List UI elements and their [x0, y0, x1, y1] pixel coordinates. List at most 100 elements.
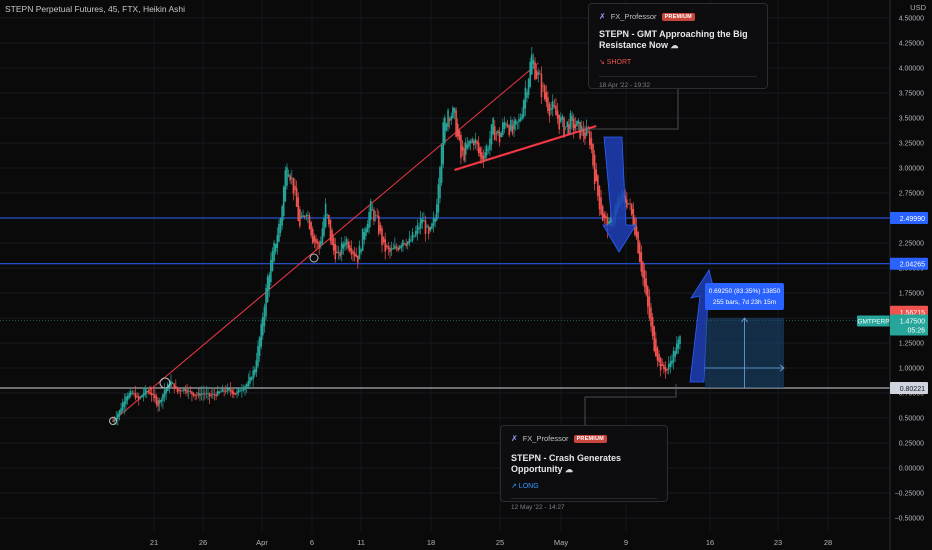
candle	[339, 249, 341, 260]
candle	[518, 113, 520, 130]
candle-body	[331, 230, 333, 246]
candle-body	[295, 187, 298, 207]
candle-body	[590, 138, 593, 150]
candle	[366, 220, 369, 233]
candle-body	[658, 353, 660, 362]
candle-body	[279, 218, 282, 233]
candle-body	[360, 249, 362, 253]
candle	[415, 225, 417, 238]
price-level-tag: 2.04265	[890, 257, 928, 270]
candle-body	[563, 117, 565, 137]
candle-body	[576, 120, 578, 127]
candle	[263, 303, 266, 333]
candle-body	[555, 105, 557, 116]
candle-body	[368, 212, 370, 229]
y-tick-label: 3.25000	[899, 141, 924, 148]
candle	[423, 212, 425, 222]
candle	[608, 217, 610, 225]
candle-body	[189, 391, 192, 392]
candle-body	[344, 242, 346, 247]
candle-body	[175, 386, 177, 388]
touch-point-marker	[309, 253, 319, 263]
candle-body	[300, 216, 303, 218]
candle	[455, 107, 457, 138]
candle-body	[469, 141, 472, 144]
candle-body	[260, 324, 262, 347]
author-logo-icon: ✗	[511, 434, 518, 443]
candle	[360, 248, 362, 255]
candle-body	[474, 138, 477, 143]
candle	[522, 98, 525, 120]
idea-card-short[interactable]: ✗ FX_Professor PREMIUM STEPN - GMT Appro…	[588, 3, 768, 89]
candle-body	[674, 351, 676, 357]
candle-body	[485, 145, 488, 156]
candle-body	[473, 140, 475, 146]
candle	[345, 236, 348, 250]
candle-body	[394, 245, 396, 249]
candle-body	[679, 336, 681, 345]
candle	[192, 392, 195, 398]
candle	[121, 398, 124, 413]
candle-body	[448, 118, 451, 122]
candle	[147, 387, 150, 395]
candle	[434, 214, 436, 228]
price-level-tag: 2.49990	[890, 212, 928, 225]
candle	[529, 57, 531, 89]
candle	[411, 228, 414, 243]
candle-body	[266, 276, 269, 303]
candle-body	[286, 167, 288, 186]
candle	[146, 387, 148, 398]
candle	[337, 245, 340, 260]
candle-body	[323, 218, 325, 236]
candle	[527, 77, 530, 99]
candle	[638, 240, 641, 263]
candle	[137, 392, 140, 406]
candle-body	[332, 237, 335, 251]
candle-body	[229, 389, 232, 392]
idea-card-long[interactable]: ✗ FX_Professor PREMIUM STEPN - Crash Gen…	[500, 425, 668, 511]
candle	[118, 409, 121, 421]
candle-body	[155, 396, 158, 405]
candle	[400, 242, 403, 252]
idea-timestamp: 18 Apr '22 - 19:32	[599, 76, 757, 89]
candle	[508, 123, 511, 138]
candle-body	[263, 306, 266, 327]
candle	[229, 381, 232, 396]
touch-point-marker	[109, 417, 117, 425]
candle	[292, 177, 295, 201]
candle-body	[431, 223, 433, 229]
candle	[482, 149, 485, 168]
candle	[344, 236, 346, 251]
candle-body	[416, 225, 419, 234]
candle	[598, 185, 601, 216]
candle-body	[147, 391, 150, 393]
candle	[548, 101, 551, 123]
candle	[311, 226, 314, 245]
x-tick-label: 6	[310, 538, 314, 547]
candle	[674, 347, 676, 362]
candle	[300, 211, 303, 219]
candle	[553, 99, 556, 109]
candle-body	[377, 215, 380, 234]
candle-body	[539, 73, 541, 75]
candle-body	[178, 389, 180, 392]
candle	[126, 392, 129, 405]
measure-tooltip	[705, 283, 784, 310]
candle	[329, 219, 332, 245]
candle-body	[236, 391, 238, 394]
candle	[542, 82, 544, 93]
candle	[163, 383, 166, 403]
candle-body	[204, 393, 206, 395]
candle-body	[210, 394, 213, 396]
candle-body	[511, 125, 514, 134]
currency-label: USD	[910, 3, 926, 12]
candle	[266, 273, 269, 303]
candle	[303, 215, 306, 220]
candle	[350, 240, 353, 260]
candle	[149, 385, 151, 396]
candle-body	[487, 149, 490, 151]
candle	[474, 132, 477, 149]
candle-body	[366, 224, 369, 233]
candle	[497, 129, 499, 136]
